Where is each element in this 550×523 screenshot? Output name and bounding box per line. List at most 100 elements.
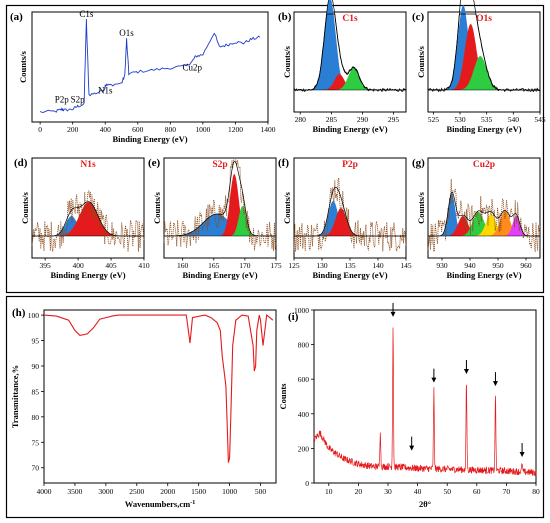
xtick-label-g-1: 940: [464, 261, 476, 270]
raw-data-g: [427, 179, 541, 253]
ytick-label-i-5: 1000: [294, 306, 309, 315]
ylabel-c: Counts/s: [416, 45, 426, 77]
xtick-label-h-4: 2000: [160, 487, 175, 496]
xtick-label-i-3: 40: [414, 487, 422, 496]
ytick-label-i-0: 0: [305, 479, 309, 488]
title-g: Cu2p: [473, 160, 495, 170]
xtick-label-i-6: 70: [503, 487, 511, 496]
top-frame: [5, 4, 545, 294]
panel-label-b: (b): [278, 11, 292, 23]
envelope-f: [294, 186, 406, 237]
xtick-label-i-4: 50: [443, 487, 451, 496]
xtick-label-f-4: 145: [400, 261, 412, 270]
xlabel-f: Binding Energy (eV): [312, 270, 387, 280]
xtick-label-f-3: 140: [372, 261, 384, 270]
xtick-label-a-0: 0: [38, 125, 42, 134]
xtick-label-b-0: 280: [295, 115, 307, 124]
envelope-c: [428, 0, 540, 91]
title-f: P2p: [342, 160, 358, 170]
xtick-label-i-5: 60: [473, 487, 481, 496]
envelope-e: [164, 160, 276, 237]
peak-arrowhead-4: [492, 381, 498, 387]
ylabel-b: Counts/s: [282, 45, 292, 77]
ytick-label-h-5: 95: [32, 337, 40, 346]
xtick-label-g-0: 930: [436, 261, 448, 270]
panel-e: [163, 157, 277, 261]
xtick-label-d-3: 410: [138, 261, 150, 270]
annotation-o1s: O1s: [119, 28, 134, 38]
xrd-line: [313, 327, 537, 476]
xlabel-h-sup: -1: [190, 500, 195, 506]
peak-arrowhead-1: [409, 445, 415, 451]
xtick-label-f-2: 135: [344, 261, 356, 270]
plot-area-d: [31, 157, 145, 259]
xtick-label-b-2: 290: [357, 115, 369, 124]
raw-data-d: [31, 190, 145, 252]
xtick-label-i-0: 10: [325, 487, 333, 496]
panel-label-h: (h): [12, 307, 26, 319]
plot-area-i: [313, 309, 537, 484]
xtick-label-a-3: 600: [132, 125, 144, 134]
xtick-label-i-7: 80: [532, 487, 540, 496]
xtick-label-a-6: 1200: [228, 125, 243, 134]
xtick-label-i-1: 20: [355, 487, 363, 496]
xtick-label-c-2: 535: [481, 115, 493, 124]
plot-area-h: [43, 309, 277, 484]
ylabel-f: Counts/s: [282, 191, 292, 223]
xtick-label-h-2: 3000: [98, 487, 113, 496]
plot-area-a: [31, 11, 269, 123]
ytick-label-h-6: 100: [28, 311, 40, 320]
xtick-label-a-7: 1400: [261, 125, 276, 134]
xtick-label-b-3: 295: [388, 115, 400, 124]
raw-data-f: [293, 177, 407, 252]
annotation-cu2p: Cu2p: [183, 63, 203, 73]
xtick-label-c-3: 540: [508, 115, 520, 124]
xtick-label-f-1: 130: [316, 261, 328, 270]
ytick-label-h-0: 70: [32, 464, 40, 473]
ylabel-e: Counts/s: [152, 191, 162, 223]
title-b: C1s: [342, 14, 358, 24]
panel-b: [293, 0, 407, 115]
annotation-p2p: P2p: [55, 94, 70, 104]
ylabel-i: Counts: [278, 383, 288, 410]
ylabel-a: Counts/s: [18, 50, 28, 82]
xtick-label-f-0: 125: [288, 261, 300, 270]
annotation-c1s: C1s: [79, 9, 94, 19]
xtick-label-a-4: 800: [165, 125, 177, 134]
xlabel-b: Binding Energy (eV): [312, 124, 387, 134]
xtick-label-e-3: 175: [270, 261, 282, 270]
panel-h: Wavenumbers,cm-1: [41, 309, 277, 509]
envelope-d: [32, 201, 144, 237]
ytick-label-i-4: 800: [298, 341, 310, 350]
ytick-label-h-2: 80: [32, 413, 40, 422]
envelope-g: [428, 191, 540, 237]
xtick-label-h-3: 2500: [129, 487, 144, 496]
plot-area-f: [293, 157, 407, 259]
annotation-n1s: N1s: [98, 86, 113, 96]
peak-c-2: [459, 56, 501, 90]
ylabel-h: Transmittance,%: [10, 365, 20, 428]
envelope-b: [294, 0, 406, 91]
xtick-label-h-1: 3500: [67, 487, 82, 496]
ytick-label-i-1: 200: [298, 444, 310, 453]
xtick-label-d-0: 395: [40, 261, 52, 270]
panel-d: [31, 157, 145, 261]
panel-c: [427, 0, 541, 115]
survey-line: [39, 18, 261, 113]
xtick-label-a-2: 400: [100, 125, 112, 134]
panel-label-f: (f): [278, 157, 289, 169]
bottom-frame: [5, 295, 545, 519]
xlabel-i: 2θ°: [419, 499, 431, 509]
panel-i: [311, 302, 537, 486]
xtick-label-g-3: 960: [520, 261, 532, 270]
panel-f: [293, 157, 407, 261]
plot-area-b: [293, 11, 407, 113]
plot-area-e: [163, 157, 277, 259]
panel-label-c: (c): [412, 11, 425, 23]
peak-arrowhead-0: [390, 311, 396, 317]
xtick-label-h-6: 1000: [222, 487, 237, 496]
xtick-label-b-1: 285: [326, 115, 338, 124]
xlabel-g: Binding Energy (eV): [446, 270, 521, 280]
xlabel-e: Binding Energy (eV): [182, 270, 257, 280]
